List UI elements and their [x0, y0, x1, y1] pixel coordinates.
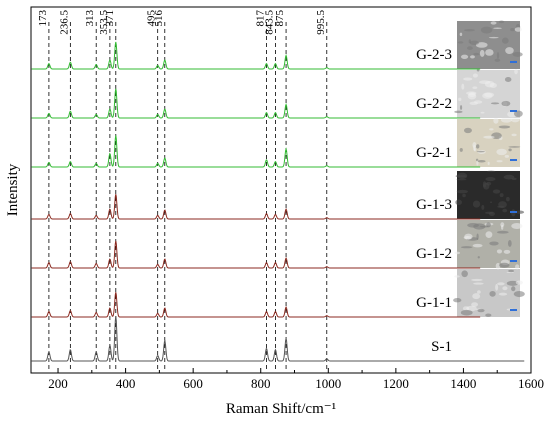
peak-label-0: 173: [37, 10, 49, 27]
peak-guides: [48, 22, 328, 370]
x-tick-label-0: 200: [48, 376, 68, 391]
spectrum-S-1: [31, 315, 525, 362]
micrograph-G-1-3: [455, 170, 525, 219]
series-label-G-1-3: G-1-3: [416, 197, 452, 213]
micrograph-G-1-2: [454, 220, 523, 270]
series-label-G-1-1: G-1-1: [416, 295, 452, 311]
series-labels: S-1 G-1-1 G-1-2 G-1-3 G-2-1 G-2-2 G-2-3: [416, 47, 452, 355]
peak-label-2: 313: [84, 10, 96, 27]
x-axis: 200 400 600 800 1000 1200 1400 1600: [48, 368, 544, 391]
peak-label-3: 353.5: [98, 10, 110, 35]
spectrum-G-2-3: [31, 41, 481, 70]
x-tick-label-7: 1600: [518, 376, 544, 391]
x-tick-label-5: 1200: [383, 376, 409, 391]
micrograph-G-2-3: [457, 20, 523, 69]
spectrum-G-1-1: [31, 292, 481, 318]
peak-label-9: 875: [274, 10, 286, 27]
x-tick-label-4: 1000: [315, 376, 341, 391]
peak-label-6: 516: [153, 10, 165, 27]
x-axis-title: Raman Shift/cm⁻¹: [226, 401, 336, 417]
y-axis-title: Intensity: [5, 163, 21, 216]
micrograph-insets: [453, 20, 525, 317]
x-tick-label-2: 600: [183, 376, 203, 391]
series-label-S-1: S-1: [431, 339, 452, 355]
series-label-G-2-1: G-2-1: [416, 145, 452, 161]
series-label-G-1-2: G-1-2: [416, 246, 452, 262]
peak-label-8: 843.5: [263, 10, 275, 35]
x-tick-label-3: 800: [251, 376, 271, 391]
spectrum-G-2-1: [31, 135, 481, 168]
peak-label-10: 995.5: [315, 10, 327, 35]
micrograph-G-1-1: [453, 269, 525, 317]
micrograph-G-2-2: [454, 68, 523, 118]
peak-label-7: 817: [254, 10, 266, 27]
x-tick-label-6: 1400: [450, 376, 476, 391]
spectrum-G-1-2: [31, 240, 481, 269]
plot-frame: [30, 6, 532, 374]
spectra-series: [31, 41, 525, 362]
x-tick-label-1: 400: [116, 376, 136, 391]
peak-label-4: 371: [104, 10, 116, 27]
spectrum-G-1-3: [31, 194, 481, 220]
spectrum-G-2-2: [31, 88, 481, 119]
series-label-G-2-2: G-2-2: [416, 96, 452, 112]
micrograph-G-2-1: [457, 115, 521, 167]
series-label-G-2-3: G-2-3: [416, 47, 452, 63]
peak-label-5: 495: [146, 10, 158, 27]
peak-label-1: 236.5: [58, 10, 70, 35]
